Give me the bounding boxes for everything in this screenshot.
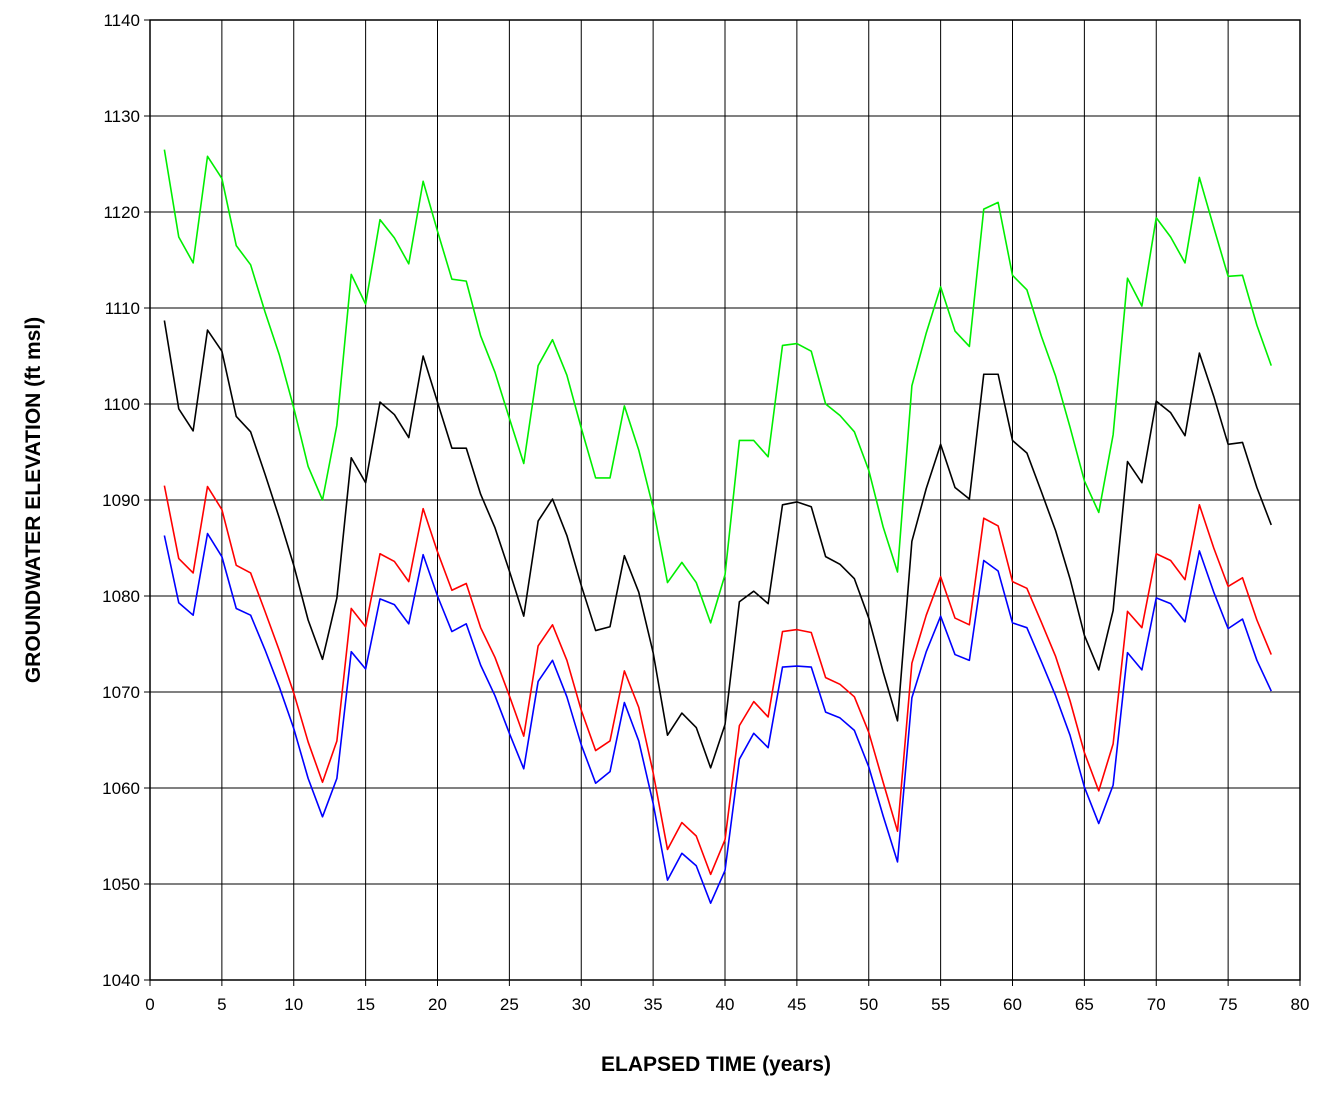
x-tick-label: 80: [1291, 995, 1310, 1014]
series-line-3: [163, 485, 1272, 876]
x-tick-label: 10: [284, 995, 303, 1014]
x-tick-label: 40: [716, 995, 735, 1014]
y-tick-label: 1140: [103, 11, 140, 30]
x-tick-label: 30: [572, 995, 591, 1014]
x-tick-label: 55: [931, 995, 950, 1014]
x-axis-ticks: 0 5 10 15 20 25 30 35 40 45 50 55 60 65 70 75 80: [145, 980, 1309, 1014]
y-tick-label: 1060: [102, 779, 140, 798]
x-tick-label: 75: [1219, 995, 1238, 1014]
series-lines: [163, 149, 1273, 905]
y-axis-title: GROUNDWATER ELEVATION (ft msl): [22, 317, 45, 683]
series-line-2: [163, 320, 1272, 769]
x-tick-label: 65: [1075, 995, 1094, 1014]
y-tick-label: 1130: [103, 107, 140, 126]
x-tick-label: 25: [500, 995, 519, 1014]
x-axis-title: ELAPSED TIME (years): [601, 1053, 831, 1076]
x-tick-label: 5: [217, 995, 226, 1014]
y-axis-ticks: 1040 1050 1060 1070 1080 1090 1100 1110 1120 1130…: [102, 11, 150, 990]
series-line-4: [163, 532, 1272, 905]
y-tick-label: 1070: [102, 683, 140, 702]
y-tick-label: 1050: [102, 875, 140, 894]
y-tick-label: 1080: [102, 587, 140, 606]
x-tick-label: 45: [787, 995, 806, 1014]
x-tick-label: 35: [644, 995, 663, 1014]
y-tick-label: 1110: [105, 299, 140, 318]
y-tick-label: 1040: [102, 971, 140, 990]
y-tick-label: 1120: [103, 203, 140, 222]
series-line-1: [163, 149, 1273, 624]
x-tick-label: 70: [1147, 995, 1166, 1014]
y-tick-label: 1100: [103, 395, 140, 414]
y-tick-label: 1090: [102, 491, 140, 510]
x-tick-label: 0: [145, 995, 154, 1014]
x-tick-label: 15: [356, 995, 375, 1014]
x-tick-label: 20: [428, 995, 447, 1014]
x-tick-label: 60: [1003, 995, 1022, 1014]
x-tick-label: 50: [859, 995, 878, 1014]
